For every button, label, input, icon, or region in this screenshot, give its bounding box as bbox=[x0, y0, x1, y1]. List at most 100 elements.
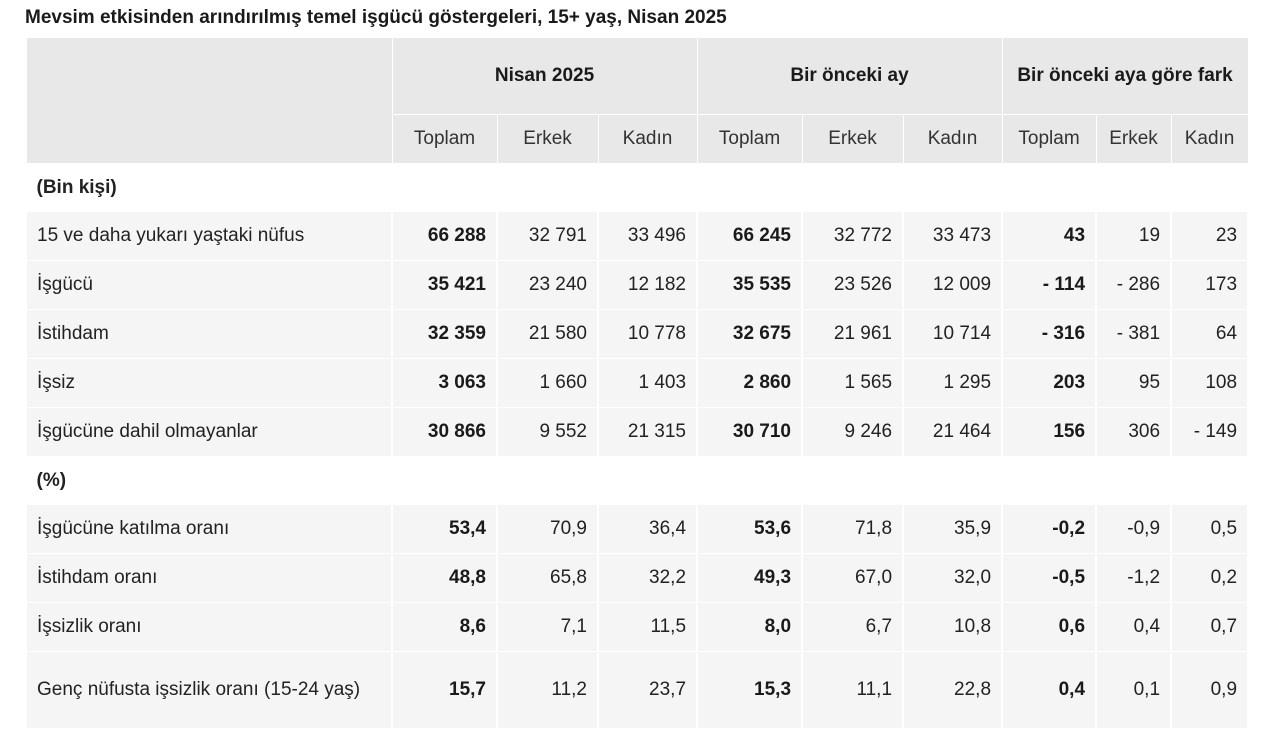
value-cell: 33 473 bbox=[902, 211, 1004, 261]
value-cell: 35,9 bbox=[902, 504, 1004, 554]
value-cell: 6,7 bbox=[801, 602, 905, 652]
value-cell: 10 778 bbox=[596, 309, 699, 359]
value-cell: - 149 bbox=[1170, 407, 1250, 457]
value-cell: 203 bbox=[1001, 358, 1098, 408]
value-cell: 30 866 bbox=[391, 407, 498, 457]
value-cell: 53,4 bbox=[391, 504, 498, 554]
value-cell: 306 bbox=[1095, 407, 1173, 457]
value-cell: 11,1 bbox=[801, 651, 905, 729]
value-cell: 53,6 bbox=[696, 504, 804, 554]
table-row: 15 ve daha yukarı yaştaki nüfus 66 288 32 … bbox=[25, 211, 1250, 261]
table-row: İşgücüne dahil olmayanlar 30 866 9 552 21 3… bbox=[25, 407, 1250, 457]
value-cell: 71,8 bbox=[801, 504, 905, 554]
value-cell: 35 535 bbox=[696, 260, 804, 310]
value-cell: 32 772 bbox=[801, 211, 905, 261]
value-cell: 21 315 bbox=[596, 407, 699, 457]
value-cell: 0,5 bbox=[1170, 504, 1250, 554]
subheader-cell: Kadın bbox=[902, 114, 1003, 164]
value-cell: 95 bbox=[1095, 358, 1173, 408]
value-cell: 32,2 bbox=[596, 553, 699, 603]
value-cell: 65,8 bbox=[496, 553, 599, 603]
value-cell: 36,4 bbox=[596, 504, 699, 554]
value-cell: 8,6 bbox=[391, 602, 498, 652]
subheader-cell: Toplam bbox=[1001, 114, 1097, 164]
table-row: Genç nüfusta işsizlik oranı (15-24 yaş) 1… bbox=[25, 651, 1250, 729]
value-cell: - 381 bbox=[1095, 309, 1173, 359]
row-label: İşgücü bbox=[25, 260, 393, 310]
table-row: İşsiz 3 063 1 660 1 403 2 860 1 565 1 295 203 95… bbox=[25, 358, 1250, 408]
value-cell: -1,2 bbox=[1095, 553, 1173, 603]
value-cell: 23 bbox=[1170, 211, 1250, 261]
value-cell: 156 bbox=[1001, 407, 1098, 457]
row-label: İşsiz bbox=[25, 358, 393, 408]
value-cell: 12 009 bbox=[902, 260, 1004, 310]
value-cell: 23 526 bbox=[801, 260, 905, 310]
value-cell: 0,4 bbox=[1095, 602, 1173, 652]
value-cell: 0,1 bbox=[1095, 651, 1173, 729]
row-label: İşgücüne katılma oranı bbox=[25, 504, 393, 554]
value-cell: 3 063 bbox=[391, 358, 498, 408]
subheader-cell: Erkek bbox=[1095, 114, 1172, 164]
section-label: (%) bbox=[25, 456, 1249, 505]
value-cell: 7,1 bbox=[496, 602, 599, 652]
value-cell: 22,8 bbox=[902, 651, 1004, 729]
value-cell: 2 860 bbox=[696, 358, 804, 408]
value-cell: 32 791 bbox=[496, 211, 599, 261]
value-cell: 49,3 bbox=[696, 553, 804, 603]
group-header-previous: Bir önceki ay bbox=[696, 37, 1003, 115]
row-label: İşgücüne dahil olmayanlar bbox=[25, 407, 393, 457]
value-cell: 11,5 bbox=[596, 602, 699, 652]
value-cell: 11,2 bbox=[496, 651, 599, 729]
value-cell: 108 bbox=[1170, 358, 1250, 408]
row-label: İşsizlik oranı bbox=[25, 602, 393, 652]
row-label: İstihdam oranı bbox=[25, 553, 393, 603]
table-row: İşsizlik oranı 8,6 7,1 11,5 8,0 6,7 10,8 0,6 0,4… bbox=[25, 602, 1250, 652]
labour-indicators-table: Nisan 2025 Bir önceki ay Bir önceki aya … bbox=[25, 37, 1250, 729]
row-label: 15 ve daha yukarı yaştaki nüfus bbox=[25, 211, 393, 261]
value-cell: - 114 bbox=[1001, 260, 1098, 310]
row-label: Genç nüfusta işsizlik oranı (15-24 yaş) bbox=[25, 651, 393, 729]
value-cell: 21 580 bbox=[496, 309, 599, 359]
value-cell: 21 961 bbox=[801, 309, 905, 359]
value-cell: 32 675 bbox=[696, 309, 804, 359]
value-cell: 15,3 bbox=[696, 651, 804, 729]
value-cell: - 316 bbox=[1001, 309, 1098, 359]
value-cell: 35 421 bbox=[391, 260, 498, 310]
value-cell: 67,0 bbox=[801, 553, 905, 603]
subheader-cell: Toplam bbox=[696, 114, 803, 164]
value-cell: 30 710 bbox=[696, 407, 804, 457]
value-cell: 33 496 bbox=[596, 211, 699, 261]
row-label: İstihdam bbox=[25, 309, 393, 359]
value-cell: 1 565 bbox=[801, 358, 905, 408]
value-cell: 1 660 bbox=[496, 358, 599, 408]
value-cell: 15,7 bbox=[391, 651, 498, 729]
table-row: İşgücü 35 421 23 240 12 182 35 535 23 526 12 0… bbox=[25, 260, 1250, 310]
section-row: (%) bbox=[25, 456, 1249, 505]
section-label: (Bin kişi) bbox=[25, 163, 1249, 212]
subheader-cell: Kadın bbox=[597, 114, 698, 164]
value-cell: 23,7 bbox=[596, 651, 699, 729]
value-cell: 0,6 bbox=[1001, 602, 1098, 652]
value-cell: 66 245 bbox=[696, 211, 804, 261]
value-cell: 64 bbox=[1170, 309, 1250, 359]
table-title: Mevsim etkisinden arındırılmış temel işg… bbox=[25, 7, 727, 28]
value-cell: -0,2 bbox=[1001, 504, 1098, 554]
value-cell: 32 359 bbox=[391, 309, 498, 359]
table-row: İstihdam 32 359 21 580 10 778 32 675 21 961 10… bbox=[25, 309, 1250, 359]
value-cell: 19 bbox=[1095, 211, 1173, 261]
value-cell: 9 246 bbox=[801, 407, 905, 457]
value-cell: 10,8 bbox=[902, 602, 1004, 652]
value-cell: 0,7 bbox=[1170, 602, 1250, 652]
value-cell: 23 240 bbox=[496, 260, 599, 310]
value-cell: 9 552 bbox=[496, 407, 599, 457]
value-cell: 0,9 bbox=[1170, 651, 1250, 729]
value-cell: 70,9 bbox=[496, 504, 599, 554]
table-row: İşgücüne katılma oranı 53,4 70,9 36,4 53,6 71… bbox=[25, 504, 1250, 554]
value-cell: 1 403 bbox=[596, 358, 699, 408]
subheader-cell: Erkek bbox=[801, 114, 904, 164]
subheader-cell: Erkek bbox=[496, 114, 599, 164]
value-cell: 12 182 bbox=[596, 260, 699, 310]
value-cell: 8,0 bbox=[696, 602, 804, 652]
subheader-cell: Kadın bbox=[1170, 114, 1249, 164]
value-cell: -0,5 bbox=[1001, 553, 1098, 603]
